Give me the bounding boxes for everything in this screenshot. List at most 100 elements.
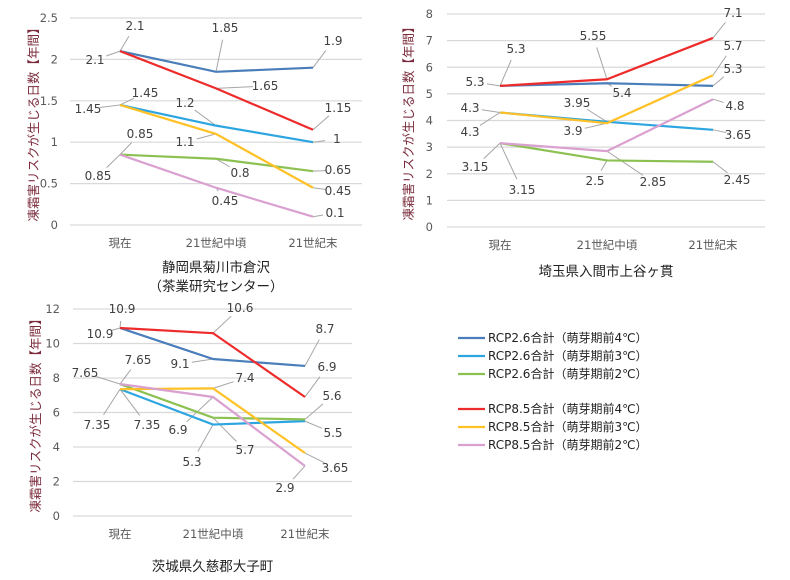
chart-title: 埼玉県入間市上谷ヶ貫: [539, 263, 674, 280]
leader-line: [106, 50, 121, 57]
y-tick-label: 7: [426, 34, 433, 48]
leader-line: [215, 39, 224, 72]
data-label: 5.6: [322, 389, 341, 403]
data-label: 5.55: [580, 29, 607, 43]
legend-label: RCP2.6合計（萌芽期前2℃）: [488, 366, 648, 381]
data-label: 5.5: [323, 426, 342, 440]
data-label: 2.1: [125, 19, 144, 33]
leader-line: [712, 22, 726, 39]
chart-1: 0 0.5 1 1.5 2 2.5 現在 21世紀中頃 21世紀末 凍霜害リスクが生じる日数【年間…: [26, 11, 362, 295]
leader-line: [712, 129, 727, 134]
data-label: 1.85: [212, 21, 239, 35]
data-label: 7.35: [134, 418, 161, 432]
series-line: [119, 153, 314, 173]
legend: RCP2.6合計（萌芽期前4℃） RCP2.6合計（萌芽期前3℃） RCP2.6合計…: [458, 330, 648, 452]
y-tick-label: 1.5: [40, 94, 58, 108]
data-label: 0.8: [230, 166, 249, 180]
leader-line: [212, 381, 234, 389]
y-tick-label: 4: [426, 114, 433, 128]
series-line: [119, 326, 306, 368]
data-label: 2.45: [724, 173, 751, 187]
y-tick-label: 12: [45, 302, 60, 316]
data-label: 9.1: [170, 357, 189, 371]
leader-line: [499, 59, 512, 87]
data-label: 0.85: [85, 169, 112, 183]
x-tick-label: 現在: [489, 238, 512, 252]
chart-2: 0 1 2 3 4 5 6 7 8 現在 21世紀中頃 21世紀末 凍霜害リスクが生じる日数【年間】埼玉…: [401, 6, 765, 280]
data-label: 10.9: [109, 302, 136, 316]
data-label: 3.65: [725, 128, 752, 142]
leader-line: [119, 388, 141, 416]
x-tick-label: 21世紀中頃: [577, 238, 638, 252]
leader-line: [194, 109, 217, 127]
data-label: 1.9: [323, 34, 342, 48]
series-line: [119, 103, 314, 189]
leader-line: [600, 160, 608, 171]
data-label: 1: [333, 132, 341, 146]
chart-3: 0 2 4 6 8 10 12 現在 21世紀中頃 21世紀末 凍霜害リスクが生じる日数【年間】茨城…: [28, 301, 352, 575]
data-label: 5.7: [723, 39, 742, 53]
data-label: 4.3: [460, 101, 479, 115]
y-tick-label: 3: [426, 140, 433, 154]
y-tick-label: 10: [45, 337, 60, 351]
data-label: 1.15: [325, 101, 352, 115]
y-tick-label: 1: [51, 135, 58, 149]
leader-line: [197, 424, 214, 452]
series-line: [119, 326, 306, 398]
data-label: 2.5: [585, 174, 604, 188]
series-line: [499, 142, 714, 163]
leader-line: [712, 98, 724, 103]
series-line: [119, 382, 306, 467]
leader-line: [304, 420, 323, 429]
leader-line: [304, 452, 325, 464]
leader-line: [712, 76, 725, 87]
data-label: 0.1: [325, 206, 344, 220]
data-label: 5.3: [506, 42, 525, 56]
data-label: 0.85: [127, 127, 154, 141]
leader-line: [111, 327, 121, 332]
data-label: 4.3: [460, 125, 479, 139]
leader-line: [486, 83, 501, 87]
data-label: 1.1: [175, 135, 194, 149]
leader-line: [196, 133, 217, 140]
leader-line: [584, 122, 608, 129]
legend-label: RCP2.6合計（萌芽期前3℃）: [488, 348, 648, 363]
leader-line: [212, 315, 232, 334]
data-label: 3.95: [564, 96, 591, 110]
series-line: [119, 388, 306, 426]
data-label: 8.7: [315, 322, 334, 336]
leader-line: [712, 161, 728, 174]
leader-line: [586, 108, 608, 123]
leader-line: [304, 376, 321, 398]
y-tick-label: 2: [53, 475, 60, 489]
y-tick-label: 5: [426, 87, 433, 101]
data-label: 5.3: [723, 62, 742, 76]
data-label: 7.1: [723, 6, 742, 20]
data-label: 3.65: [322, 461, 349, 475]
leader-line: [119, 97, 135, 106]
leader-line: [119, 36, 130, 52]
data-label: 5.3: [182, 455, 201, 469]
data-label: 10.9: [87, 327, 114, 341]
series-line: [499, 98, 714, 153]
leader-line: [99, 104, 121, 108]
x-tick-label: 21世紀末: [280, 527, 330, 541]
y-axis-label: 凍霜害リスクが生じる日数【年間】: [26, 21, 41, 221]
data-label: 7.35: [84, 418, 111, 432]
series-line: [119, 103, 314, 144]
leader-line: [483, 142, 501, 160]
leader-line: [304, 339, 320, 367]
leader-line: [499, 142, 518, 180]
data-label: 10.6: [227, 301, 254, 315]
legend-label: RCP2.6合計（萌芽期前4℃）: [488, 330, 648, 345]
series-line: [119, 153, 314, 218]
leader-line: [186, 396, 214, 423]
leader-line: [103, 388, 121, 416]
data-label: 2.9: [275, 481, 294, 495]
series-line: [119, 383, 306, 421]
leader-line: [312, 50, 327, 68]
x-tick-label: 21世紀末: [688, 238, 738, 252]
y-tick-label: 2: [426, 167, 433, 181]
y-tick-label: 0: [426, 220, 433, 234]
